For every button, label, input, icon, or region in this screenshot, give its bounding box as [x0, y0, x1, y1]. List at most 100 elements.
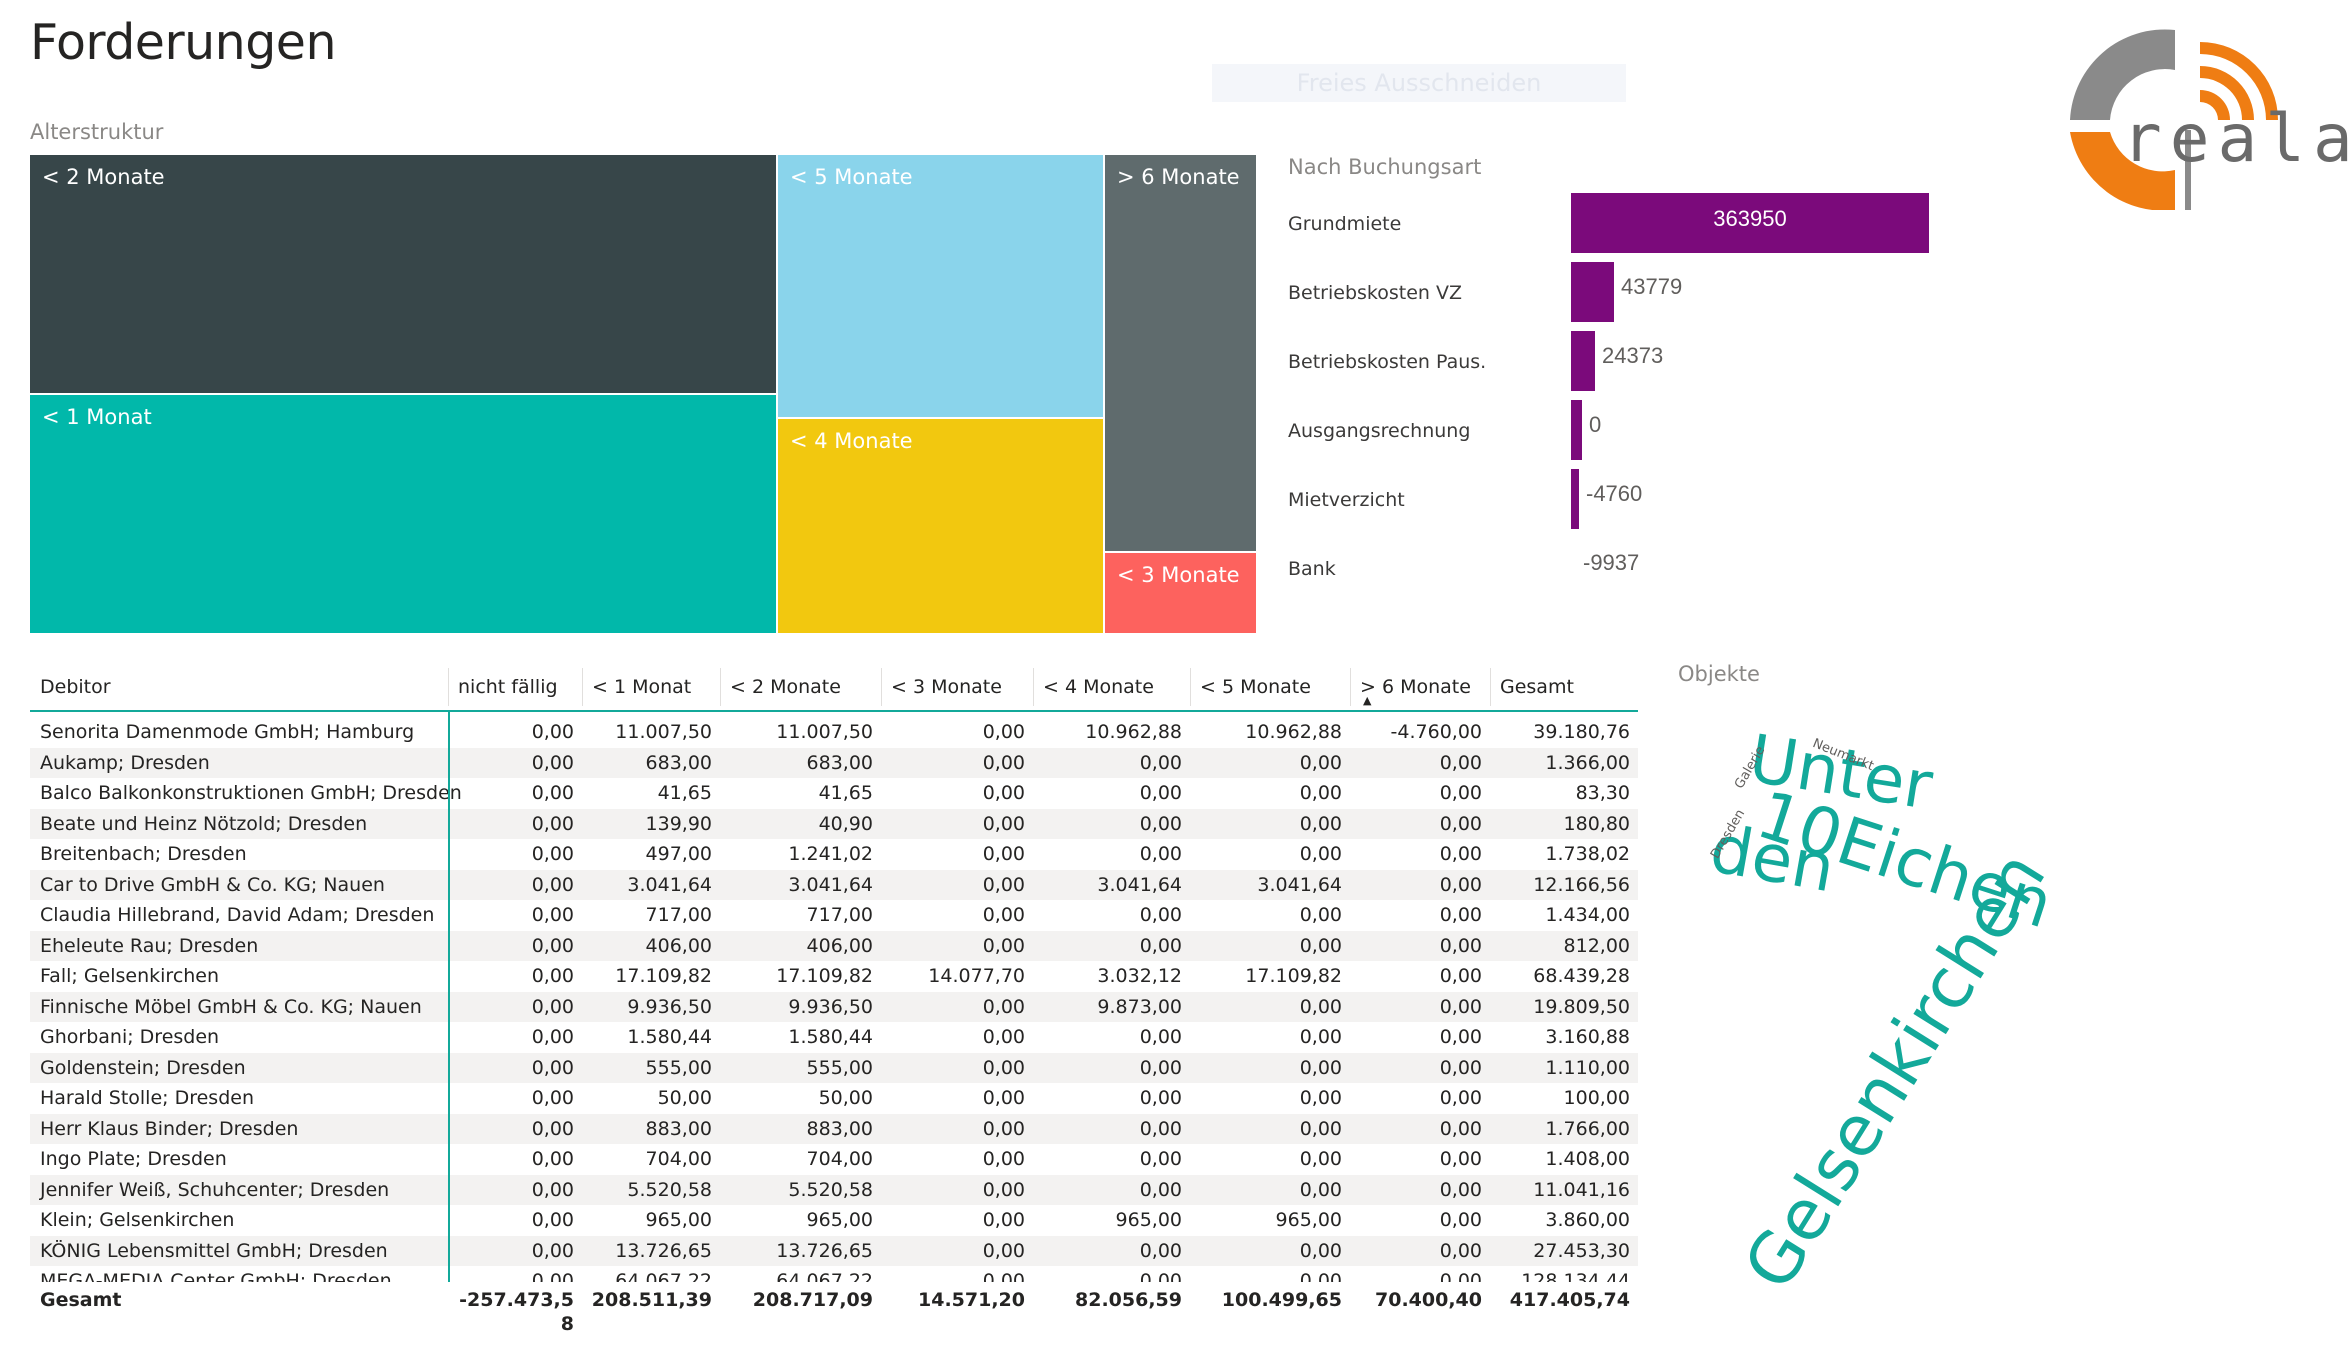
total-label: Gesamt	[40, 1289, 122, 1311]
table-row[interactable]: Eheleute Rau; Dresden 0,00 406,00 406,00 0,0…	[30, 930, 1638, 961]
amount-cell: 68.439,28	[1533, 965, 1630, 987]
amount-cell: 0,00	[1139, 1056, 1182, 1079]
amount-cell: 10.962,88	[1085, 721, 1182, 743]
amount-cell: 0,00	[1299, 1087, 1342, 1109]
amount-cell: 0,00	[1299, 751, 1342, 774]
amount-cell: 0,00	[1139, 1178, 1182, 1201]
column-header[interactable]: < 5 Monate	[1200, 676, 1311, 698]
amount-cell: 9.936,50	[788, 995, 873, 1018]
table-row[interactable]: Ingo Plate; Dresden 0,00 704,00 704,00 0,00 0…	[30, 1144, 1638, 1175]
column-header[interactable]: > 6 Monate	[1360, 676, 1471, 698]
amount-cell: 0,00	[982, 843, 1025, 865]
amount-cell: 883,00	[645, 1117, 712, 1140]
bar-category-label: Ausgangsrechnung	[1288, 420, 1471, 442]
treemap-tile-6-monate[interactable]: > 6 Monate	[1105, 155, 1256, 551]
realax-logo-mark	[2070, 29, 2278, 211]
table-row[interactable]: Claudia Hillebrand, David Adam; Dresden 0…	[30, 900, 1638, 931]
bar[interactable]	[1571, 400, 1582, 460]
table-row[interactable]: Fall; Gelsenkirchen 0,00 17.109,82 17.109,8…	[30, 961, 1638, 992]
bar-value-label: 43779	[1621, 274, 1683, 299]
freies-ausschneiden-button[interactable]: Freies Ausschneiden	[1212, 64, 1626, 102]
age-structure-treemap: < 2 Monate < 1 Monat < 5 Monate < 4 Mona…	[30, 155, 1256, 633]
table-row[interactable]: Jennifer Weiß, Schuhcenter; Dresden 0,00 5…	[30, 1174, 1638, 1205]
table-row[interactable]: Breitenbach; Dresden 0,00 497,00 1.241,02 0,…	[30, 839, 1638, 870]
table-row[interactable]: Finnische Möbel GmbH & Co. KG; Nauen 0,00…	[30, 991, 1638, 1022]
total-amount-cell: 100.499,65	[1221, 1289, 1342, 1311]
bar-value-label: -9937	[1583, 550, 1640, 575]
column-separator	[1350, 668, 1351, 706]
treemap-tile-3-monate[interactable]: < 3 Monate	[1105, 553, 1256, 633]
amount-cell: 0,00	[982, 1239, 1025, 1262]
amount-cell: 50,00	[818, 1087, 873, 1109]
total-amount-cell: 417.405,74	[1509, 1289, 1630, 1311]
bar[interactable]	[1571, 193, 1929, 253]
table-row[interactable]: Herr Klaus Binder; Dresden 0,00 883,00 883,…	[30, 1113, 1638, 1144]
table-row[interactable]: Harald Stolle; Dresden 0,00 50,00 50,00 0,00…	[30, 1083, 1638, 1114]
amount-cell: 13.726,65	[615, 1239, 712, 1262]
bar-value-label: -4760	[1586, 481, 1643, 506]
amount-cell: 0,00	[982, 1178, 1025, 1201]
amount-cell: 5.520,58	[788, 1178, 873, 1201]
amount-cell: 0,00	[1439, 782, 1482, 804]
table-row[interactable]: Senorita Damenmode GmbH; Hamburg 0,00 11.0…	[30, 717, 1638, 748]
table-row[interactable]: Aukamp; Dresden 0,00 683,00 683,00 0,00 0,00 0…	[30, 747, 1638, 778]
amount-cell: 0,00	[1299, 1026, 1342, 1048]
amount-cell: 0,00	[982, 1117, 1025, 1140]
amount-cell: 139,90	[645, 812, 712, 835]
column-header[interactable]: < 3 Monate	[891, 676, 1002, 698]
bar[interactable]	[1571, 262, 1614, 322]
treemap-tile-4-monate[interactable]: < 4 Monate	[778, 419, 1103, 633]
amount-cell: 0,00	[982, 995, 1025, 1018]
sort-ascending-icon[interactable]: ▲	[1363, 694, 1372, 707]
amount-cell: 0,00	[531, 995, 574, 1018]
treemap-tile-5-monate[interactable]: < 5 Monate	[778, 155, 1103, 417]
treemap-tile-1-monat[interactable]: < 1 Monat	[30, 395, 776, 633]
table-row[interactable]: Ghorbani; Dresden 0,00 1.580,44 1.580,44 0,0…	[30, 1022, 1638, 1053]
amount-cell: 0,00	[1439, 965, 1482, 987]
amount-cell: 39.180,76	[1533, 721, 1630, 743]
table-row[interactable]: Goldenstein; Dresden 0,00 555,00 555,00 0,00…	[30, 1052, 1638, 1083]
column-header[interactable]: nicht fällig	[458, 676, 558, 698]
amount-cell: 14.077,70	[928, 965, 1025, 987]
table-row[interactable]: Klein; Gelsenkirchen 0,00 965,00 965,00 0,00…	[30, 1205, 1638, 1236]
debitor-cell: Breitenbach; Dresden	[40, 843, 247, 865]
debitor-cell: Jennifer Weiß, Schuhcenter; Dresden	[40, 1178, 390, 1201]
column-header[interactable]: < 1 Monat	[592, 676, 692, 698]
word-gelsenkirchen[interactable]: Gelsenkirchen	[1728, 837, 2062, 1304]
amount-cell: 555,00	[806, 1056, 873, 1079]
amount-cell: 17.109,82	[776, 965, 873, 987]
amount-cell: 0,00	[1299, 1148, 1342, 1170]
amount-cell: 0,00	[531, 721, 574, 743]
amount-cell: 11.007,50	[615, 721, 712, 743]
total-amount-cell: 208.511,39	[591, 1289, 712, 1311]
amount-cell: 0,00	[1439, 1148, 1482, 1170]
amount-cell: 17.109,82	[615, 965, 712, 987]
bar-category-label: Betriebskosten Paus.	[1288, 351, 1487, 373]
amount-cell: 0,00	[982, 751, 1025, 774]
treemap-tile-2-monate[interactable]: < 2 Monate	[30, 155, 776, 393]
amount-cell: 0,00	[1299, 1056, 1342, 1079]
amount-cell: 0,00	[1299, 843, 1342, 865]
column-header[interactable]: < 2 Monate	[730, 676, 841, 698]
debitor-cell: Senorita Damenmode GmbH; Hamburg	[40, 721, 415, 743]
column-header[interactable]: Debitor	[40, 676, 111, 698]
column-header[interactable]: < 4 Monate	[1043, 676, 1154, 698]
amount-cell: 0,00	[1439, 1117, 1482, 1140]
bar[interactable]	[1571, 331, 1595, 391]
column-header[interactable]: Gesamt	[1500, 676, 1574, 698]
debitor-cell: Klein; Gelsenkirchen	[40, 1209, 235, 1231]
amount-cell: 0,00	[1139, 1087, 1182, 1109]
header-divider	[30, 710, 1638, 712]
amount-cell: 0,00	[1139, 1239, 1182, 1262]
amount-cell: 0,00	[1139, 934, 1182, 957]
total-amount-cell: -257.473,5 8	[459, 1289, 574, 1335]
bar[interactable]	[1571, 469, 1579, 529]
amount-cell: 100,00	[1563, 1087, 1630, 1109]
table-row[interactable]: Balco Balkonkonstruktionen GmbH; Dresden…	[30, 778, 1638, 809]
table-row[interactable]: Beate und Heinz Nötzold; Dresden 0,00 139,…	[30, 808, 1638, 839]
table-row[interactable]: Car to Drive GmbH & Co. KG; Nauen 0,00 3.0…	[30, 869, 1638, 900]
amount-cell: 704,00	[806, 1148, 873, 1170]
table-row[interactable]: KÖNIG Lebensmittel GmbH; Dresden 0,00 13.7…	[30, 1235, 1638, 1266]
amount-cell: 0,00	[1439, 995, 1482, 1018]
amount-cell: 0,00	[1299, 934, 1342, 957]
